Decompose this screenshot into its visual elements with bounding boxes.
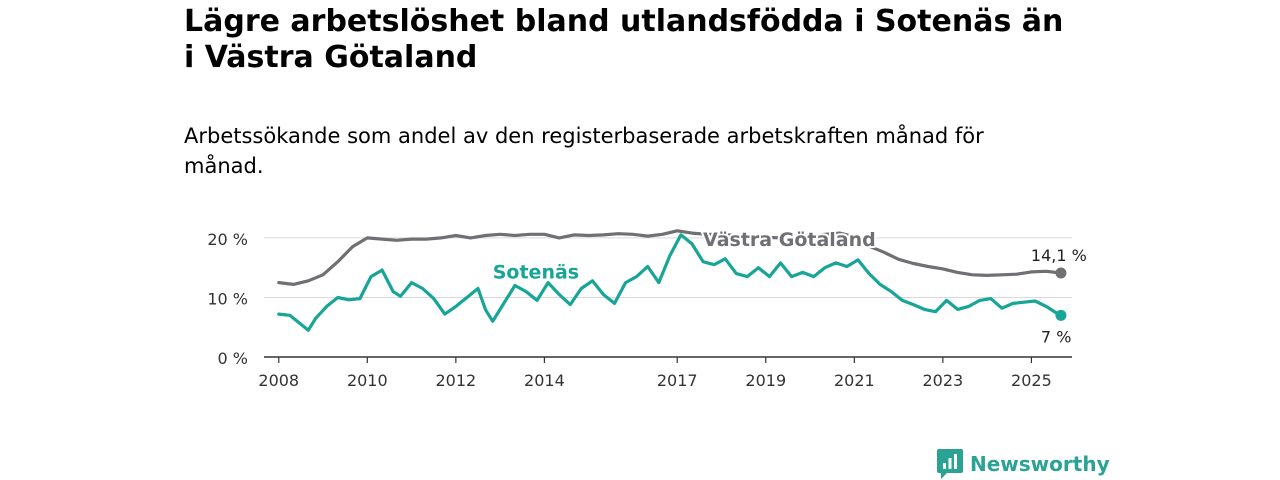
series-name-label-1: Sotenäs bbox=[493, 261, 579, 283]
chart-subtitle: Arbetssökande som andel av den registerb… bbox=[184, 124, 984, 178]
grid-lines bbox=[264, 237, 1072, 298]
x-tick-label: 2021 bbox=[834, 371, 875, 390]
x-tick-label: 2014 bbox=[524, 371, 565, 390]
end-value-label-1: 7 % bbox=[1041, 327, 1071, 346]
y-tick-label: 20 % bbox=[207, 230, 248, 249]
y-axis: 0 % 10 % 20 % bbox=[207, 230, 248, 368]
series-name-label-0: Västra Götaland bbox=[703, 229, 876, 251]
x-tick-label: 2012 bbox=[435, 371, 476, 390]
series-end-point-1 bbox=[1055, 309, 1067, 321]
series-line-0 bbox=[277, 229, 1063, 286]
x-tick-label: 2017 bbox=[657, 371, 698, 390]
line-chart: 2008 2010 2012 2014 2017 2019 2021 2023 2025 0 %… bbox=[207, 227, 1087, 390]
series-line-1 bbox=[277, 233, 1063, 332]
series-end-point-0 bbox=[1055, 267, 1067, 279]
x-tick-label: 2025 bbox=[1011, 371, 1052, 390]
end-value-label-0: 14,1 % bbox=[1031, 246, 1087, 265]
chart-title: Lägre arbetslöshet bland utlandsfödda i … bbox=[184, 4, 1064, 75]
series-lines bbox=[277, 229, 1067, 332]
x-tick-label: 2019 bbox=[745, 371, 786, 390]
x-tick-label: 2010 bbox=[347, 371, 388, 390]
x-axis: 2008 2010 2012 2014 2017 2019 2021 2023 2025 bbox=[258, 356, 1072, 390]
newsworthy-logo-icon bbox=[937, 449, 963, 479]
y-tick-label: 10 % bbox=[207, 289, 248, 308]
x-tick-label: 2008 bbox=[258, 371, 299, 390]
brand-name: Newsworthy bbox=[970, 452, 1110, 476]
brand-logo: Newsworthy bbox=[936, 448, 1110, 480]
x-tick-label: 2023 bbox=[923, 371, 964, 390]
y-tick-label: 0 % bbox=[218, 349, 248, 368]
data-labels: 14,1 % 7 % Västra Götaland Sotenäs bbox=[491, 227, 1087, 346]
